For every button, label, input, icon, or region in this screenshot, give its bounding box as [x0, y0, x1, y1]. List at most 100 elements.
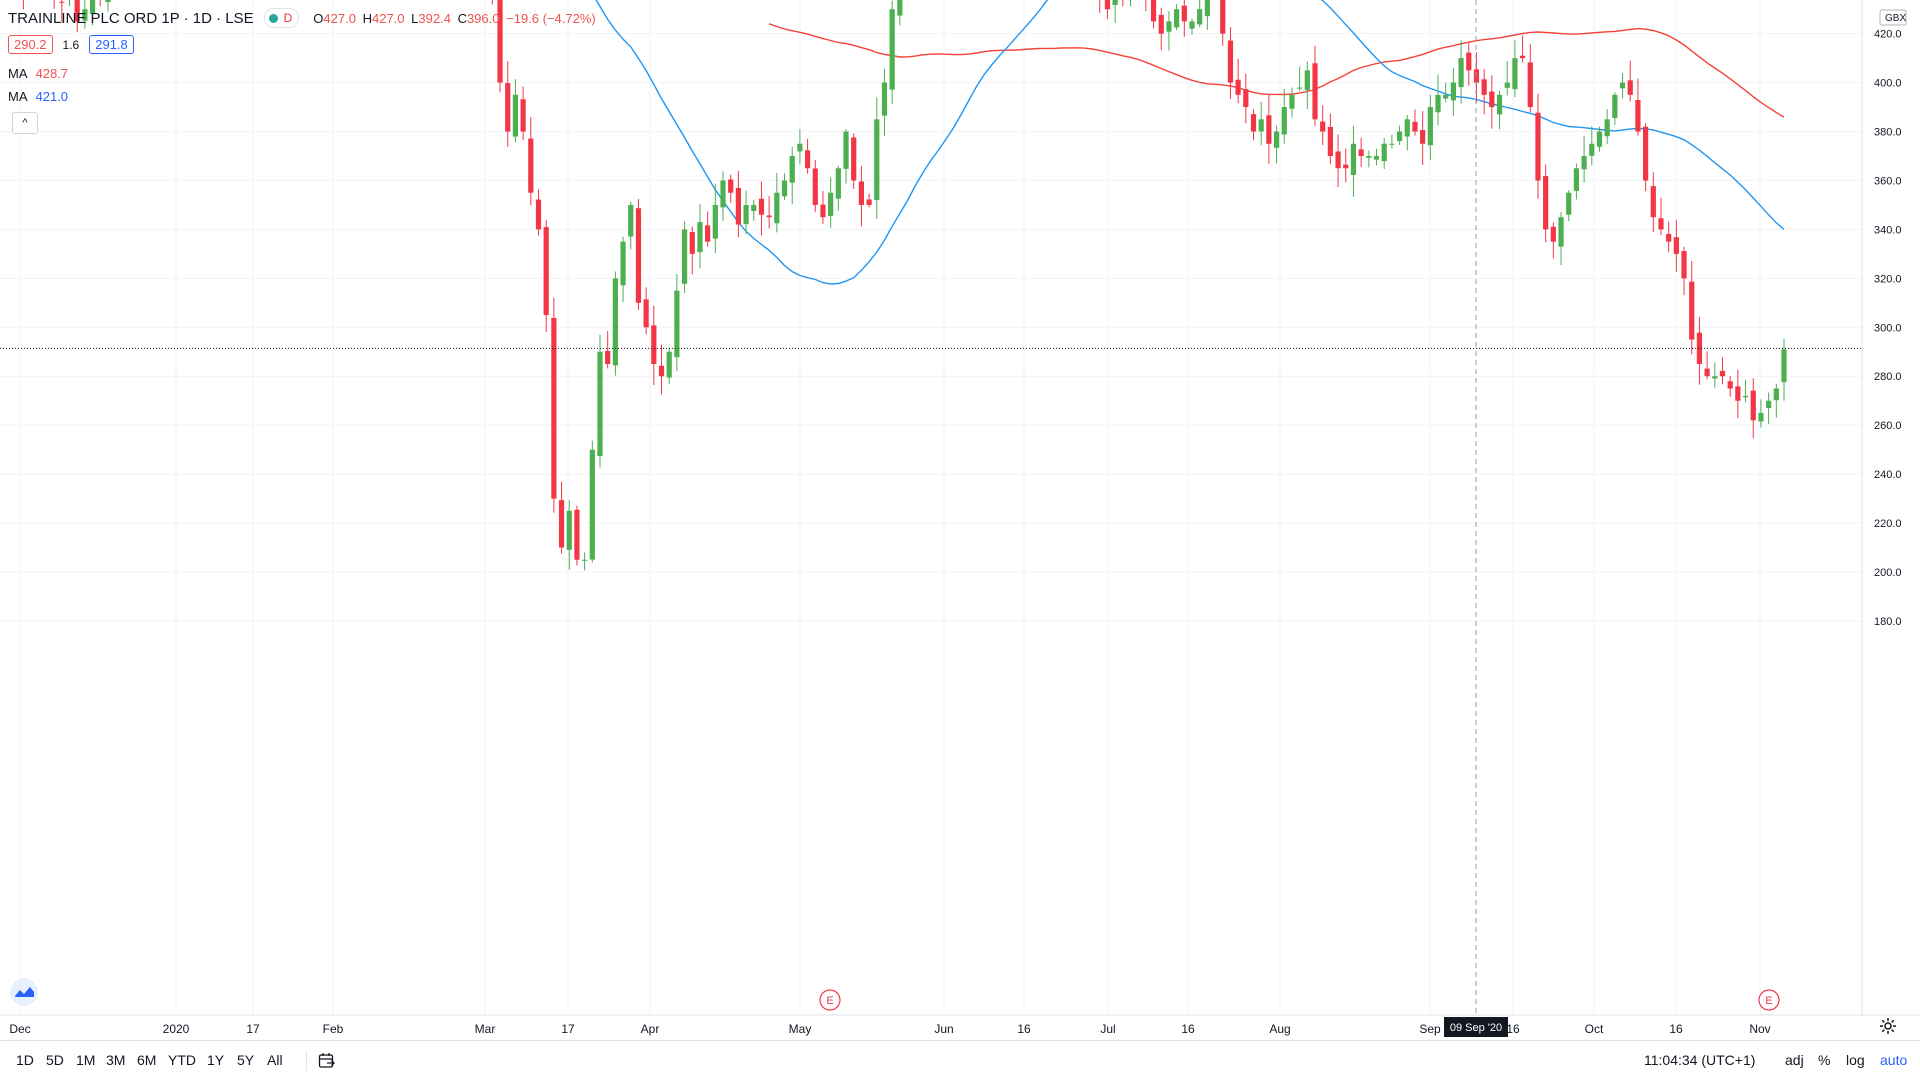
candle — [1350, 125, 1357, 197]
symbol-title[interactable]: TRAINLINE PLC ORD 1P · 1D · LSE — [8, 9, 254, 27]
market-status-badge[interactable]: D — [263, 8, 300, 28]
range-all-button[interactable]: All — [267, 1052, 283, 1068]
candle-body — [1389, 143, 1395, 145]
candle — [1781, 338, 1787, 401]
candle — [881, 68, 888, 136]
auto-toggle[interactable]: auto — [1880, 1052, 1908, 1068]
candle-body — [628, 204, 634, 237]
calendar-goto-icon[interactable] — [318, 1052, 335, 1069]
candle-body — [1358, 149, 1364, 157]
candle — [1519, 35, 1526, 63]
candle — [1481, 69, 1487, 115]
candle — [758, 181, 765, 236]
earnings-letter: E — [826, 995, 833, 1007]
candle — [1750, 378, 1756, 439]
range-5y-button[interactable]: 5Y — [237, 1052, 255, 1068]
range-ytd-button[interactable]: YTD — [168, 1052, 196, 1068]
candle-body — [1450, 82, 1457, 101]
candle-body — [1227, 40, 1234, 83]
candle — [797, 129, 803, 165]
earnings-marker-icon[interactable]: E — [819, 989, 841, 1011]
candle — [1496, 90, 1503, 130]
candle-body — [1673, 237, 1679, 254]
candle — [1758, 399, 1764, 428]
candle — [804, 138, 811, 174]
candle — [1681, 246, 1687, 296]
candle-body — [1235, 79, 1241, 95]
candle-body — [535, 199, 542, 230]
time-tick-label: Feb — [323, 1022, 344, 1036]
candle-body — [705, 225, 711, 242]
time-tick-label: 16 — [1017, 1022, 1031, 1036]
candle-body — [1712, 376, 1718, 379]
sell-price-button[interactable]: 290.2 — [8, 35, 53, 54]
range-1d-button[interactable]: 1D — [16, 1052, 34, 1068]
candle — [605, 330, 611, 369]
candle — [1450, 67, 1457, 116]
candle — [558, 481, 565, 554]
log-toggle[interactable]: log — [1846, 1052, 1865, 1068]
ma-slow-line — [768, 23, 1785, 118]
range-3m-button[interactable]: 3M — [106, 1052, 126, 1068]
collapse-legend-button[interactable]: ^ — [12, 112, 38, 134]
candle-body — [543, 227, 549, 316]
candle-body — [720, 180, 726, 208]
range-6m-button[interactable]: 6M — [137, 1052, 157, 1068]
earnings-marker-icon[interactable]: E — [1758, 989, 1780, 1011]
earnings-circle — [819, 989, 841, 1011]
candle-body — [1204, 0, 1210, 17]
ma2-label: MA — [8, 89, 28, 104]
candle-body — [1727, 381, 1733, 389]
ma2-row[interactable]: MA 421.0 — [8, 89, 68, 104]
adj-toggle[interactable]: adj — [1785, 1052, 1804, 1068]
candle — [505, 61, 511, 147]
time-tick-label: Apr — [641, 1022, 660, 1036]
currency-box — [1879, 9, 1907, 26]
buy-price-button[interactable]: 291.8 — [89, 35, 134, 54]
candle — [1566, 190, 1572, 222]
ohlc-values: O427.0 H427.0 L392.4 C396.0 −19.6 (−4.72… — [313, 11, 598, 26]
candle — [1145, 0, 1147, 12]
price-tick-label: 420.0 — [1874, 29, 1902, 41]
candle-body — [620, 241, 626, 286]
range-1m-button[interactable]: 1M — [76, 1052, 96, 1068]
gear-icon[interactable] — [1879, 1017, 1897, 1035]
candle — [1320, 105, 1326, 145]
range-1y-button[interactable]: 1Y — [207, 1052, 225, 1068]
candle-body — [1481, 79, 1487, 95]
candle-body — [1273, 131, 1280, 148]
candle-body — [1112, 0, 1118, 5]
price-tick-label: 340.0 — [1874, 224, 1902, 236]
price-axis: 180.0 200.0 220.0 240.0 260.0 280.0 300.0 320.0… — [1861, 0, 1920, 1015]
candle — [1535, 93, 1541, 199]
candle — [1696, 316, 1703, 385]
candle — [1258, 102, 1264, 146]
candle-body — [505, 83, 511, 132]
candle — [651, 305, 657, 386]
candle-body — [1658, 218, 1664, 230]
candle-body — [1742, 395, 1749, 398]
candle-body — [1258, 119, 1264, 132]
low-key: L — [411, 10, 419, 26]
candle-body — [843, 131, 849, 169]
clock-readout[interactable]: 11:04:34 (UTC+1) — [1644, 1052, 1756, 1068]
time-tick-label: May — [789, 1022, 812, 1036]
candle — [1504, 60, 1510, 96]
candle — [1158, 7, 1164, 51]
change-value: −19.6 (−4.72%) — [506, 10, 596, 26]
candle-body — [1312, 63, 1318, 120]
candle — [105, 0, 111, 12]
tradingview-logo-icon[interactable] — [10, 978, 38, 1006]
ma1-row[interactable]: MA 428.7 — [8, 66, 68, 81]
candle — [1343, 148, 1349, 183]
candle — [1129, 0, 1131, 7]
candle — [1543, 164, 1549, 243]
candle-body — [1197, 9, 1203, 25]
candle-body — [1781, 349, 1787, 383]
candle — [705, 211, 711, 247]
candle — [535, 189, 542, 236]
percent-toggle[interactable]: % — [1818, 1052, 1831, 1068]
range-5d-button[interactable]: 5D — [46, 1052, 64, 1068]
